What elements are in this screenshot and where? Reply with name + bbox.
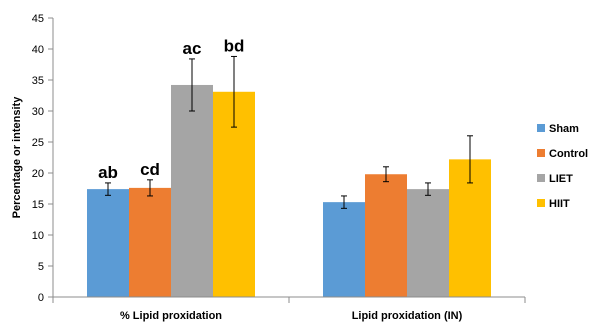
y-tick-label: 35 [32, 75, 44, 87]
legend-label-hiit: HIIT [549, 198, 570, 210]
legend: Sham Control LIET HIIT [537, 123, 588, 210]
significance-label: cd [140, 160, 160, 179]
legend-swatch-sham [537, 124, 545, 132]
bar-liet-0 [171, 84, 213, 298]
y-tick-label: 10 [32, 230, 44, 242]
significance-label: bd [224, 36, 245, 55]
significance-label: ac [183, 39, 202, 58]
bar-sham-0 [87, 189, 129, 297]
y-tick-label: 45 [32, 13, 44, 25]
y-tick-label: 0 [38, 292, 44, 304]
x-axis: % Lipid proxidation Lipid proxidation (IN… [52, 296, 526, 322]
bar-control-1 [365, 174, 407, 297]
legend-label-control: Control [549, 148, 588, 160]
x-category-label: % Lipid proxidation [120, 310, 222, 322]
y-tick-label: 25 [32, 137, 44, 149]
y-tick-label: 15 [32, 199, 44, 211]
legend-swatch-hiit [537, 199, 545, 207]
y-tick-label: 5 [38, 261, 44, 273]
y-tick-label: 20 [32, 168, 44, 180]
y-axis: 0 5 10 15 20 25 30 35 40 45 [32, 13, 54, 304]
bar-liet-1 [407, 189, 449, 297]
legend-label-sham: Sham [549, 123, 579, 135]
legend-swatch-liet [537, 174, 545, 182]
bars: ab cd ac bd [87, 36, 491, 298]
bar-control-0 [129, 187, 171, 297]
significance-label: ab [98, 163, 118, 182]
bar-sham-1 [323, 202, 365, 297]
y-axis-label: Percentage or intensity [11, 96, 23, 219]
x-category-label: Lipid proxidation (IN) [352, 310, 463, 322]
legend-label-liet: LIET [549, 173, 573, 185]
legend-swatch-control [537, 149, 545, 157]
y-tick-label: 40 [32, 44, 44, 56]
y-tick-label: 30 [32, 106, 44, 118]
